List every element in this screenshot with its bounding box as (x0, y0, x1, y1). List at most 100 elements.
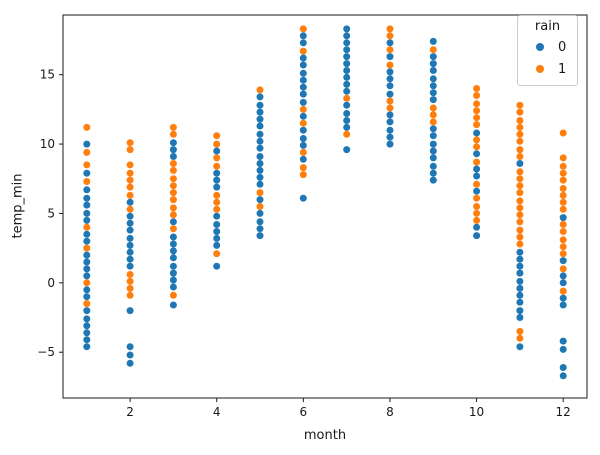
x-tick-label: 12 (556, 405, 571, 419)
data-point (83, 258, 91, 266)
data-point (473, 180, 481, 188)
data-point (213, 262, 221, 270)
data-point (126, 205, 134, 213)
data-point (299, 25, 307, 33)
data-point (169, 211, 177, 219)
data-point (169, 262, 177, 270)
data-point (343, 87, 351, 95)
data-point (83, 336, 91, 344)
data-point (213, 191, 221, 199)
data-point (256, 166, 264, 174)
data-point (516, 101, 524, 109)
data-point (473, 158, 481, 166)
data-point (386, 133, 394, 141)
data-point (256, 115, 264, 123)
data-point (256, 86, 264, 94)
data-point (516, 327, 524, 335)
data-point (83, 230, 91, 238)
data-point (83, 209, 91, 217)
data-point (83, 161, 91, 169)
data-point (473, 209, 481, 217)
data-point (386, 25, 394, 33)
data-point (83, 329, 91, 337)
data-point (126, 161, 134, 169)
data-point (473, 121, 481, 129)
data-point (169, 166, 177, 174)
data-point (299, 39, 307, 47)
data-point (126, 169, 134, 177)
data-point (343, 67, 351, 74)
data-point (473, 232, 481, 240)
data-point (126, 307, 134, 315)
data-point (256, 173, 264, 181)
data-point (256, 137, 264, 145)
y-tick-label: 0 (47, 276, 55, 290)
data-point (516, 255, 524, 263)
data-point (256, 180, 264, 188)
data-point (516, 182, 524, 190)
data-point (516, 218, 524, 226)
data-point (559, 294, 567, 302)
data-point (83, 178, 91, 185)
data-point (83, 169, 91, 177)
data-point (256, 218, 264, 226)
data-point (559, 364, 567, 371)
data-point (299, 148, 307, 156)
data-point (559, 129, 567, 137)
legend-entry-label: 0 (558, 39, 567, 55)
data-point (126, 212, 134, 220)
data-point (343, 46, 351, 54)
data-point (516, 291, 524, 299)
data-point (516, 277, 524, 285)
data-point (213, 132, 221, 140)
x-tick-label: 10 (469, 405, 484, 419)
data-point (516, 269, 524, 277)
data-point (126, 255, 134, 263)
data-point (83, 293, 91, 301)
data-point (516, 137, 524, 145)
y-tick-label: 10 (40, 137, 55, 151)
data-point (473, 100, 481, 108)
data-point (126, 146, 134, 154)
data-point (386, 126, 394, 134)
data-point (516, 343, 524, 351)
data-point (213, 212, 221, 220)
data-point (429, 162, 437, 170)
data-point (386, 75, 394, 83)
data-point (473, 203, 481, 210)
x-tick-label: 6 (300, 405, 308, 419)
data-point (559, 221, 567, 228)
data-point (213, 205, 221, 213)
y-axis-label: temp_min (10, 173, 26, 239)
data-point (386, 68, 394, 76)
y-tick-label: −5 (37, 345, 55, 359)
data-point (386, 118, 394, 126)
data-point (126, 262, 134, 270)
data-point (169, 247, 177, 255)
data-point (169, 218, 177, 226)
x-tick-label: 4 (213, 405, 221, 419)
data-point (559, 257, 567, 265)
data-point (213, 198, 221, 206)
data-point (559, 236, 567, 244)
data-point (386, 104, 394, 112)
data-point (83, 148, 91, 156)
data-point (299, 141, 307, 149)
data-point (559, 372, 567, 380)
data-point (429, 60, 437, 68)
data-point (299, 90, 307, 98)
data-point (83, 244, 91, 252)
data-point (126, 183, 134, 191)
data-point (126, 139, 134, 147)
data-point (516, 108, 524, 116)
data-point (213, 228, 221, 235)
data-point (83, 194, 91, 202)
legend-entry: 1 (524, 58, 571, 80)
data-point (473, 143, 481, 151)
legend-marker-icon (536, 43, 544, 51)
data-point (516, 160, 524, 167)
data-point (169, 204, 177, 212)
